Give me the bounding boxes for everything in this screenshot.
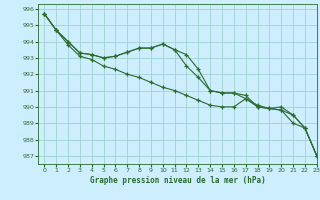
X-axis label: Graphe pression niveau de la mer (hPa): Graphe pression niveau de la mer (hPa)	[90, 176, 266, 185]
